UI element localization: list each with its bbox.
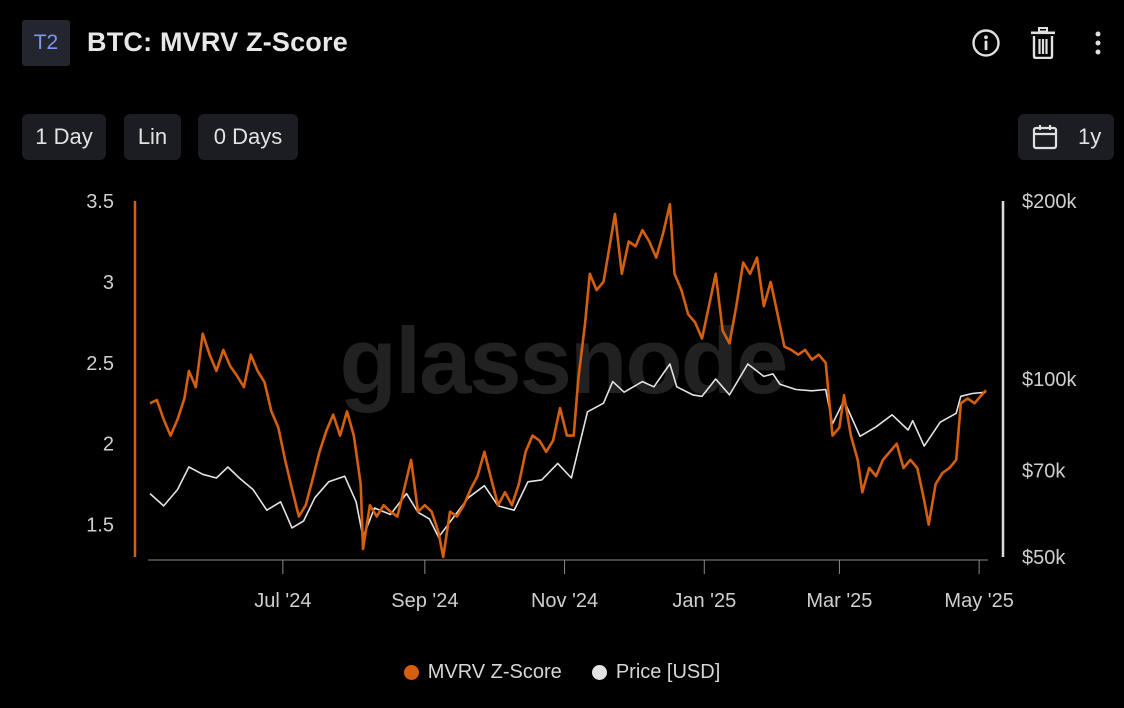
legend-swatch-mvrv <box>403 664 419 680</box>
watermark: glassnode <box>340 308 787 413</box>
range-label: 1y <box>1078 124 1102 149</box>
y-left-tick-label: 2.5 <box>86 353 114 375</box>
legend: MVRV Z-Score Price [USD] <box>0 652 1124 692</box>
x-tick-label: Sep '24 <box>391 590 458 612</box>
y-right-tick-label: $70k <box>1022 461 1066 483</box>
mvrv-series-line <box>149 202 987 559</box>
chart-title: BTC: MVRV Z-Score <box>87 27 348 57</box>
x-tick-label: Nov '24 <box>531 590 598 612</box>
x-tick-label: Jul '24 <box>254 590 311 612</box>
info-icon[interactable] <box>968 26 1004 60</box>
legend-item-mvrv[interactable]: MVRV Z-Score <box>403 660 562 684</box>
y-right-tick-label: $100k <box>1022 369 1077 391</box>
tier-badge: T2 <box>22 20 70 66</box>
y-left-tick-label: 3.5 <box>86 191 114 213</box>
y-right-tick-label: $50k <box>1022 547 1066 569</box>
x-tick-label: May '25 <box>944 590 1013 612</box>
chart-svg[interactable]: glassnode 1.5 2 2.5 3 3.5 $50k $70k $100k $200k… <box>0 180 1124 640</box>
resolution-button[interactable]: 1 Day <box>22 114 106 160</box>
moving-average-button[interactable]: 0 Days <box>198 114 298 160</box>
scale-button[interactable]: Lin <box>124 114 181 160</box>
y-left-tick-label: 3 <box>103 272 114 294</box>
trash-icon[interactable] <box>1026 26 1060 60</box>
legend-label-mvrv: MVRV Z-Score <box>427 660 562 683</box>
x-tick-label: Mar '25 <box>806 590 872 612</box>
legend-label-price: Price [USD] <box>615 660 721 683</box>
range-button[interactable]: 1y <box>1018 114 1114 160</box>
more-vertical-icon[interactable] <box>1084 26 1112 60</box>
x-tick-label: Jan '25 <box>672 590 736 612</box>
y-left-tick-label: 1.5 <box>86 515 114 537</box>
legend-swatch-price <box>591 664 607 680</box>
legend-item-price[interactable]: Price [USD] <box>591 660 721 684</box>
chart-header: T2 BTC: MVRV Z-Score <box>0 0 1124 90</box>
y-left-tick-label: 2 <box>103 434 114 456</box>
y-right-tick-label: $200k <box>1022 191 1077 213</box>
calendar-icon <box>1032 124 1058 150</box>
chart-area[interactable]: glassnode 1.5 2 2.5 3 3.5 $50k $70k $100k $200k… <box>0 180 1124 640</box>
